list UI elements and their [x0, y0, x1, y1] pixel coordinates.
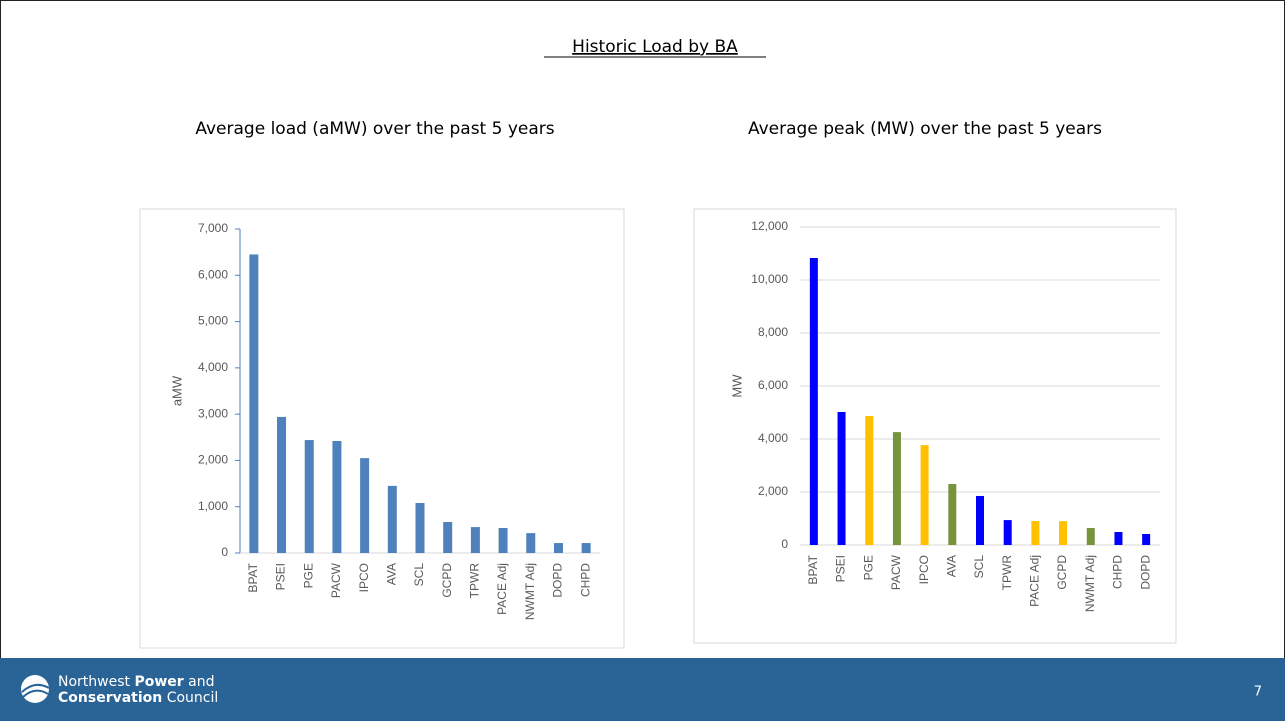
bar — [948, 484, 957, 545]
bar — [1142, 534, 1151, 545]
x-tick-label: CHPD — [1111, 555, 1125, 589]
x-tick-label: PGE — [301, 563, 315, 588]
bar — [470, 527, 480, 553]
bar — [443, 521, 453, 553]
page-number: 7 — [1254, 685, 1262, 700]
logo — [21, 675, 50, 703]
bar — [920, 445, 929, 545]
y-tick-label: 12,000 — [751, 219, 788, 233]
x-tick-label: TPWR — [468, 563, 482, 599]
x-tick-label: CHPD — [578, 563, 592, 597]
y-tick-label: 6,000 — [198, 267, 228, 281]
x-tick-label: AVA — [944, 555, 958, 577]
bar — [332, 440, 342, 553]
y-tick-label: 10,000 — [751, 272, 788, 286]
y-tick-label: 7,000 — [198, 221, 228, 235]
x-tick-label: TPWR — [1000, 555, 1014, 591]
y-tick-label: 0 — [221, 545, 228, 559]
bar — [277, 416, 287, 553]
footer-band — [0, 658, 1285, 721]
x-tick-label: PACE Adj — [495, 563, 509, 615]
x-tick-label: PACW — [889, 554, 903, 590]
y-axis-label: MW — [729, 374, 744, 398]
x-tick-label: PACW — [329, 562, 343, 598]
x-tick-label: SCL — [412, 563, 426, 587]
x-tick-label: NWMT Adj — [523, 563, 537, 620]
bar — [1031, 521, 1040, 545]
x-tick-label: PSEI — [274, 563, 288, 590]
bar — [1114, 532, 1123, 545]
bar — [387, 485, 397, 553]
bar — [415, 503, 425, 553]
y-axis-label: aMW — [169, 375, 184, 406]
y-tick-label: 0 — [781, 537, 788, 551]
chart-frame — [693, 208, 1177, 644]
bar — [1059, 521, 1068, 545]
org-name: Northwest Power and — [58, 674, 214, 690]
bar — [526, 533, 536, 553]
y-tick-label: 1,000 — [198, 499, 228, 513]
org-name: Conservation Council — [58, 690, 218, 706]
y-tick-label: 2,000 — [758, 484, 788, 498]
x-tick-label: DOPD — [551, 563, 565, 598]
x-tick-label: PSEI — [834, 555, 848, 582]
y-tick-label: 8,000 — [758, 325, 788, 339]
chart-title: Average peak (MW) over the past 5 years — [748, 119, 1102, 139]
x-tick-label: AVA — [384, 563, 398, 585]
org-word: and — [188, 674, 214, 690]
x-tick-label: BPAT — [806, 554, 820, 584]
org-word: Council — [167, 690, 219, 706]
chart-frame — [139, 208, 625, 649]
bar — [1086, 528, 1095, 545]
org-word: Northwest — [58, 674, 131, 690]
y-tick-label: 4,000 — [198, 360, 228, 374]
x-tick-label: GCPD — [440, 563, 454, 598]
y-tick-label: 3,000 — [198, 406, 228, 420]
bar — [865, 415, 874, 545]
x-tick-label: PACE Adj — [1028, 555, 1042, 607]
bar — [360, 458, 370, 553]
bar — [498, 528, 508, 553]
x-tick-label: BPAT — [246, 562, 260, 592]
x-tick-label: SCL — [972, 555, 986, 579]
x-tick-label: GCPD — [1055, 555, 1069, 590]
bar — [837, 411, 846, 545]
y-tick-label: 2,000 — [198, 453, 228, 467]
x-tick-label: NWMT Adj — [1083, 555, 1097, 612]
slide-title: Historic Load by BA — [572, 37, 738, 57]
y-tick-label: 4,000 — [758, 431, 788, 445]
bar — [976, 495, 984, 545]
bar — [892, 432, 901, 545]
y-tick-label: 5,000 — [198, 314, 228, 328]
bar — [581, 543, 591, 553]
x-tick-label: IPCO — [917, 555, 931, 584]
org-word: Conservation — [58, 690, 162, 706]
bar — [809, 258, 818, 545]
chart-title: Average load (aMW) over the past 5 years — [195, 119, 554, 139]
bar — [304, 440, 314, 553]
bar — [249, 254, 259, 553]
bar — [553, 543, 563, 553]
bar — [1003, 520, 1012, 545]
y-tick-label: 6,000 — [758, 378, 788, 392]
x-tick-label: IPCO — [357, 563, 371, 592]
x-tick-label: DOPD — [1138, 555, 1152, 590]
x-tick-label: PGE — [861, 555, 875, 580]
org-word: Power — [134, 674, 183, 690]
